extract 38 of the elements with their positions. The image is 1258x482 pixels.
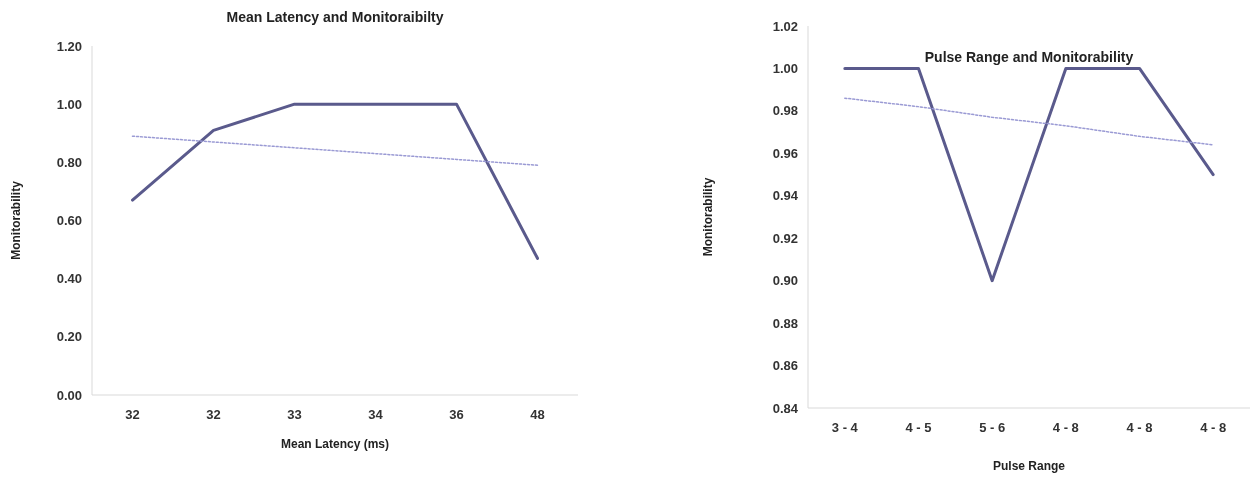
x-tick-label: 4 - 5 xyxy=(905,420,932,435)
chart-title: Mean Latency and Monitoraibilty xyxy=(226,9,444,25)
y-tick-label: 0.84 xyxy=(772,400,799,416)
x-tick-label: 32 xyxy=(125,407,140,422)
y-tick-label: 1.20 xyxy=(56,38,82,54)
y-tick-label: 0.96 xyxy=(772,145,798,161)
y-axis-title: Monitorability xyxy=(9,180,23,260)
y-tick-label: 0.90 xyxy=(772,273,798,289)
x-tick-label: 5 - 6 xyxy=(979,420,1006,435)
y-tick-label: 0.40 xyxy=(56,271,82,287)
y-tick-label: 1.02 xyxy=(772,18,798,34)
x-tick-label: 32 xyxy=(206,407,221,422)
x-tick-label: 34 xyxy=(368,407,384,422)
line-series xyxy=(844,97,1214,146)
x-tick-label: 48 xyxy=(530,407,545,422)
x-tick-label: 3 - 4 xyxy=(831,420,859,435)
line-series xyxy=(131,102,539,260)
x-tick-label: 4 - 8 xyxy=(1052,420,1079,435)
y-tick-label: 0.88 xyxy=(772,315,798,331)
x-tick-label: 4 - 8 xyxy=(1126,420,1153,435)
y-tick-label: 0.00 xyxy=(56,387,82,403)
y-tick-label: 0.60 xyxy=(56,213,82,229)
x-tick-label: 36 xyxy=(449,407,464,422)
y-tick-label: 0.80 xyxy=(56,154,82,170)
y-tick-label: 1.00 xyxy=(772,60,798,76)
y-axis-title: Monitorability xyxy=(701,177,715,257)
x-axis-title: Mean Latency (ms) xyxy=(280,437,390,451)
x-axis-title: Pulse Range xyxy=(992,459,1066,473)
y-tick-label: 0.98 xyxy=(772,103,798,119)
x-tick-label: 4 - 8 xyxy=(1200,420,1227,435)
line-series xyxy=(131,135,539,166)
x-tick-label: 33 xyxy=(287,407,302,422)
y-tick-label: 1.00 xyxy=(56,96,82,112)
y-tick-label: 0.86 xyxy=(772,358,798,374)
y-tick-label: 0.94 xyxy=(772,188,799,204)
y-tick-label: 0.20 xyxy=(56,329,82,345)
text: Pulse Range and Monitorability xyxy=(924,49,1134,65)
y-tick-label: 0.92 xyxy=(772,230,798,246)
